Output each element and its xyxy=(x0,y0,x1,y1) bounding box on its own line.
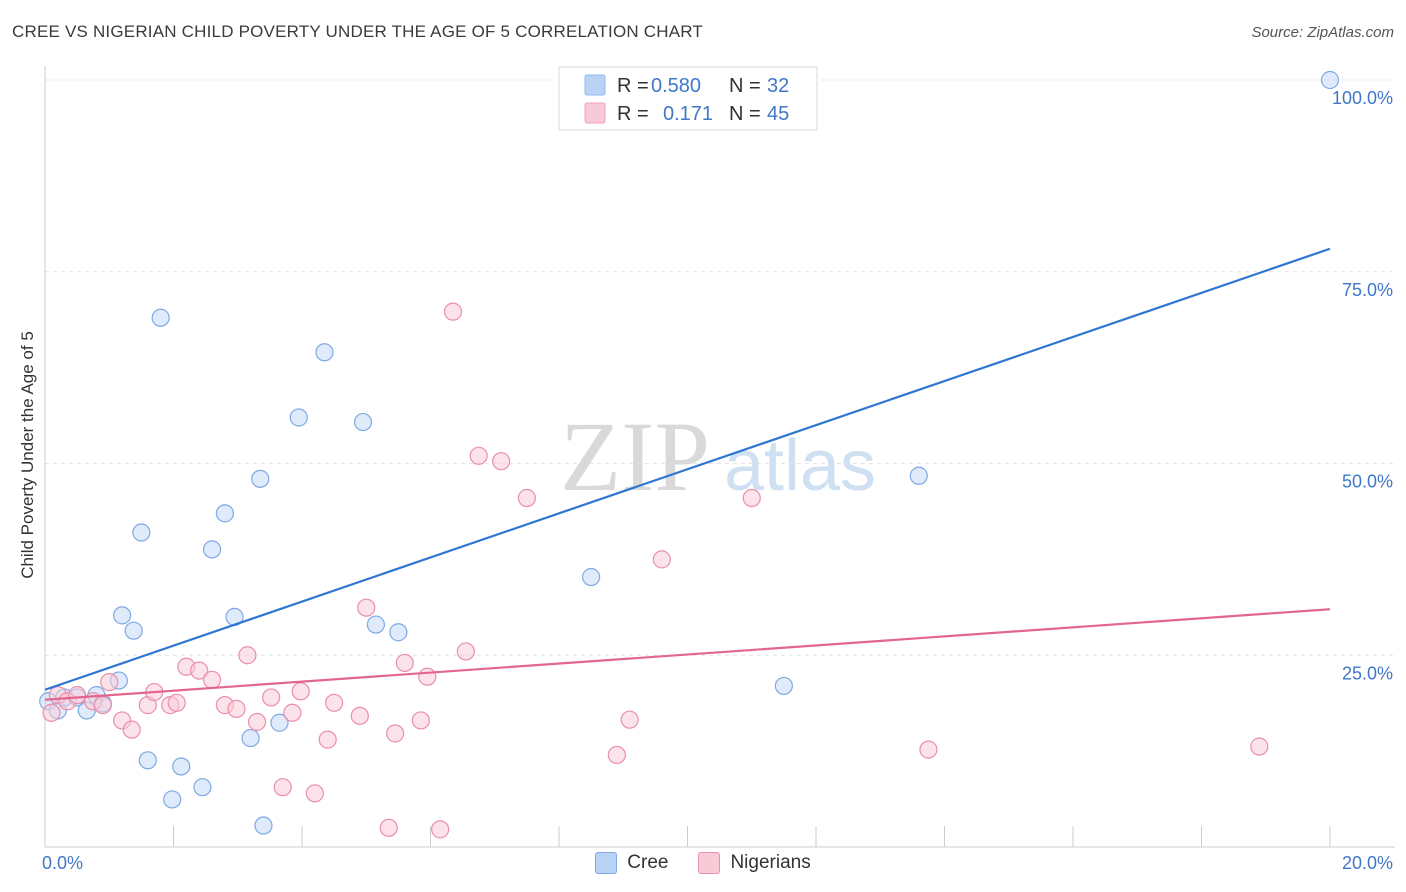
nigerians-point xyxy=(411,711,430,730)
nigerians-swatch xyxy=(698,852,721,874)
cree-point xyxy=(366,615,385,634)
legend-n-label-nigerians: N = xyxy=(729,103,761,125)
trend-lines xyxy=(44,247,1331,701)
nigerians-point xyxy=(443,302,463,321)
chart-title: CREE VS NIGERIAN CHILD POVERTY UNDER THE… xyxy=(12,22,704,41)
series-legend: Cree Nigerians xyxy=(0,852,1406,874)
nigerians-point xyxy=(283,703,302,722)
cree-point xyxy=(215,504,234,523)
nigerians-point xyxy=(318,730,337,749)
tick-labels: 25.0% 50.0% 75.0% 100.0% 0.0% 20.0% xyxy=(42,88,1393,873)
nigerians-trend-line xyxy=(44,608,1331,701)
nigerians-point xyxy=(122,720,141,739)
watermark-zip: ZIP xyxy=(560,401,710,512)
cree-point xyxy=(909,466,928,485)
nigerians-point xyxy=(357,598,376,617)
nigerians-point xyxy=(167,693,186,712)
legend-item-nigerians[interactable]: Nigerians xyxy=(698,852,811,874)
cree-point xyxy=(582,567,601,587)
legend-swatch-nigerians xyxy=(584,102,606,124)
y-tick-label: 100.0% xyxy=(1332,88,1393,108)
nigerians-point xyxy=(386,724,405,743)
nigerians-point xyxy=(350,706,369,725)
cree-point xyxy=(1320,70,1340,90)
nigerians-point xyxy=(418,667,437,686)
cree-point xyxy=(254,816,273,835)
cree-legend-label: Cree xyxy=(627,852,669,873)
nigerians-point xyxy=(431,820,450,839)
nigerians-point xyxy=(68,686,87,705)
cree-point xyxy=(353,412,373,432)
legend-n-value-nigerians: 45 xyxy=(767,103,789,125)
cree-point xyxy=(138,751,157,770)
nigerians-point xyxy=(262,688,281,707)
cree-point xyxy=(315,343,334,362)
cree-point xyxy=(132,523,151,542)
nigerians-point xyxy=(202,670,222,689)
legend-r-value-cree: 0.580 xyxy=(651,75,701,97)
cree-point xyxy=(389,623,408,642)
cree-point xyxy=(112,606,132,625)
legend-n-label-cree: N = xyxy=(729,75,761,97)
cree-trend-line xyxy=(44,247,1331,691)
nigerians-point xyxy=(93,696,112,715)
nigerians-point xyxy=(379,818,398,837)
legend-r-label-cree: R = xyxy=(617,75,649,97)
nigerians-point xyxy=(919,740,938,759)
nigerians-point xyxy=(273,778,292,797)
cree-point xyxy=(193,778,212,797)
data-points xyxy=(39,70,1340,839)
nigerians-point xyxy=(469,446,488,465)
gridlines xyxy=(45,79,1395,656)
y-tick-label: 75.0% xyxy=(1342,280,1393,300)
cree-point xyxy=(151,308,170,327)
nigerians-point xyxy=(607,745,626,765)
nigerians-point xyxy=(100,672,119,692)
nigerians-point xyxy=(305,784,324,803)
nigerians-legend-label: Nigerians xyxy=(730,852,811,873)
cree-swatch xyxy=(595,852,618,874)
cree-point xyxy=(289,408,308,427)
legend-r-value-nigerians: 0.171 xyxy=(663,103,713,125)
nigerians-point xyxy=(742,488,761,508)
legend-n-value-cree: 32 xyxy=(767,75,789,97)
nigerians-point xyxy=(291,682,310,701)
cree-point xyxy=(163,790,182,809)
nigerians-point xyxy=(517,488,536,508)
y-tick-label: 50.0% xyxy=(1342,472,1393,492)
nigerians-point xyxy=(652,550,671,569)
x-tick-label-min: 0.0% xyxy=(42,853,83,873)
nigerians-point xyxy=(325,693,344,712)
legend-swatch-cree xyxy=(584,74,606,96)
cree-point xyxy=(241,728,260,748)
y-tick-label: 25.0% xyxy=(1342,663,1393,683)
cree-point xyxy=(172,757,191,776)
watermark: ZIP atlas xyxy=(560,401,876,512)
nigerians-point xyxy=(492,452,511,471)
source-label: Source: ZipAtlas.com xyxy=(1251,24,1394,41)
nigerians-point xyxy=(456,642,475,661)
nigerians-point xyxy=(238,646,257,665)
stats-legend: R = 0.580 N = 32 R = 0.171 N = 45 xyxy=(558,66,818,131)
nigerians-point xyxy=(620,710,639,729)
cree-point xyxy=(251,469,270,488)
x-tick-label-max: 20.0% xyxy=(1342,853,1393,873)
nigerians-point xyxy=(395,653,414,673)
nigerians-point xyxy=(1250,737,1269,756)
nigerians-point xyxy=(227,699,246,719)
nigerians-point xyxy=(190,661,209,680)
cree-point xyxy=(774,676,793,696)
legend-item-cree[interactable]: Cree xyxy=(595,852,668,874)
cree-point xyxy=(202,540,222,559)
nigerians-point xyxy=(42,703,61,722)
cree-point xyxy=(270,713,289,732)
cree-point xyxy=(124,621,143,640)
legend-r-label-nigerians: R = xyxy=(617,103,649,125)
nigerians-point xyxy=(247,712,267,732)
